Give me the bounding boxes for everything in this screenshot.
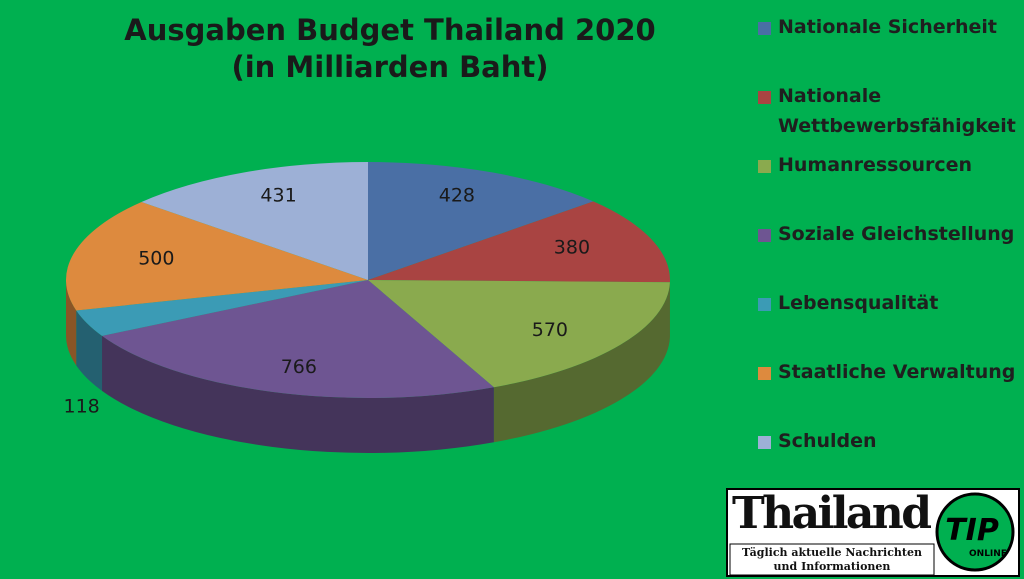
data-label: 431: [260, 185, 296, 207]
legend-item: Humanressourcen: [756, 150, 1018, 180]
legend-label: Humanressourcen: [778, 154, 973, 176]
legend-item: Staatliche Verwaltung: [756, 357, 1018, 387]
logo: Thailand Täglich aktuelle Nachrichten un…: [726, 488, 1020, 577]
legend-swatch: [758, 22, 771, 35]
legend-label: Soziale Gleichstellung: [778, 223, 1015, 245]
legend-item: Nationale Wettbewerbsfähigkeit: [756, 81, 1018, 141]
logo-name: Thailand: [732, 488, 932, 539]
chart: Ausgaben Budget Thailand 2020 (in Millia…: [63, 13, 670, 453]
slice-side: [76, 310, 103, 391]
data-label: 118: [63, 395, 99, 417]
legend-item: Lebensqualität: [756, 288, 1018, 318]
legend-swatch: [758, 298, 771, 311]
logo-badge: [935, 492, 1015, 572]
legend-item: Schulden: [756, 426, 1018, 456]
logo-badge-sub: ONLINE: [969, 549, 1007, 559]
legend-label: Lebensqualität: [778, 292, 939, 314]
logo-line1: Täglich aktuelle Nachrichten: [742, 546, 922, 559]
chart-subtitle: (in Milliarden Baht): [231, 50, 548, 84]
logo-badge-text: TIP: [945, 513, 999, 548]
legend-label: Nationale Sicherheit: [778, 16, 997, 38]
slice: [66, 201, 369, 311]
legend: Nationale Sicherheit Nationale Wettbewerb…: [756, 12, 1018, 495]
data-label: 428: [439, 185, 475, 207]
logo-line2: und Informationen: [774, 560, 891, 573]
slice: [368, 162, 594, 280]
data-label: 380: [554, 237, 590, 259]
slice-side: [493, 282, 670, 443]
legend-swatch: [758, 367, 771, 380]
legend-swatch: [758, 160, 771, 173]
legend-label: Nationale Wettbewerbsfähigkeit: [778, 85, 1016, 137]
slice-side: [66, 280, 77, 366]
slice: [76, 280, 368, 336]
data-label: 766: [281, 356, 317, 378]
slice: [368, 280, 670, 388]
legend-swatch: [758, 91, 771, 104]
legend-label: Schulden: [778, 430, 877, 452]
legend-swatch: [758, 436, 771, 449]
slice: [368, 201, 670, 283]
legend-item: Nationale Sicherheit: [756, 12, 1018, 42]
slice-side: [102, 335, 494, 453]
data-label: 570: [532, 319, 568, 341]
data-label: 500: [138, 247, 174, 269]
legend-item: Soziale Gleichstellung: [756, 219, 1018, 249]
slice: [102, 280, 494, 398]
logo-graphic: Thailand Täglich aktuelle Nachrichten un…: [726, 488, 1020, 577]
legend-swatch: [758, 229, 771, 242]
slice: [141, 162, 368, 280]
legend-label: Staatliche Verwaltung: [778, 361, 1016, 383]
chart-title: Ausgaben Budget Thailand 2020: [124, 13, 655, 47]
logo-sub-box: [729, 543, 935, 576]
